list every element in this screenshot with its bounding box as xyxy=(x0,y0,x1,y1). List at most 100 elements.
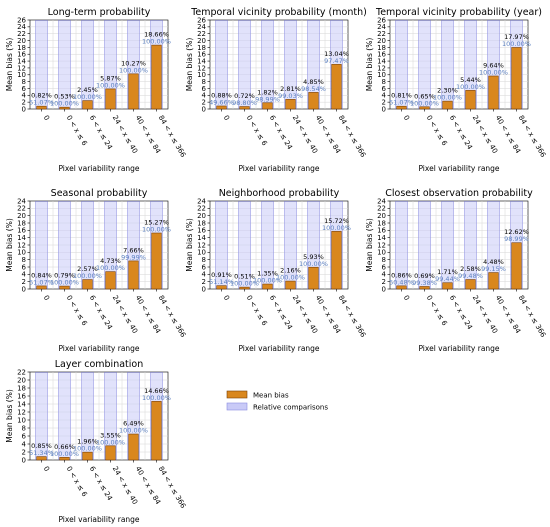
x-tick-label: 0 < x ≤ 6 xyxy=(425,294,449,328)
data-label-relative: 99.15% xyxy=(481,265,506,273)
data-label-mean-bias: 1.96% xyxy=(77,438,98,446)
data-label-mean-bias: 18.66% xyxy=(144,31,169,39)
data-label-mean-bias: 5.44% xyxy=(460,76,481,84)
bar-mean-bias xyxy=(82,451,93,461)
y-tick-label: 10 xyxy=(17,416,26,424)
y-tick-label: 2 xyxy=(22,278,26,286)
x-axis-label: Pixel variability range xyxy=(238,164,319,173)
bar-mean-bias xyxy=(151,232,162,290)
data-label-mean-bias: 13.04% xyxy=(324,50,349,58)
y-tick-label: 24 xyxy=(377,23,386,31)
y-tick-label: 6 xyxy=(202,85,207,93)
data-label-relative: 51.07% xyxy=(389,99,414,107)
y-tick-label: 0 xyxy=(382,285,386,293)
data-label-mean-bias: 2.16% xyxy=(280,267,301,275)
bar-mean-bias xyxy=(151,401,162,461)
y-tick-label: 12 xyxy=(197,64,206,72)
x-tick-label: 0 xyxy=(402,114,411,122)
y-tick-label: 20 xyxy=(197,212,206,220)
x-tick-label: 6 < x ≤ 24 xyxy=(88,465,114,502)
y-tick-label: 10 xyxy=(377,249,386,257)
data-label-relative: 49.66% xyxy=(209,98,234,106)
data-label-mean-bias: 0.69% xyxy=(414,272,435,280)
y-tick-label: 24 xyxy=(17,23,26,31)
x-tick-label: 24 < x ≤ 40 xyxy=(111,294,139,335)
y-tick-label: 24 xyxy=(17,197,26,205)
data-label-mean-bias: 0.53% xyxy=(54,93,75,101)
y-tick-label: 14 xyxy=(197,234,206,242)
data-label-relative: 100.00% xyxy=(96,81,125,89)
y-tick-label: 4 xyxy=(382,92,387,100)
bar-mean-bias xyxy=(262,283,273,290)
data-label-relative: 100.00% xyxy=(50,279,79,287)
panel-title: Closest observation probability xyxy=(385,188,533,199)
chart-panel-7: 02468101214161820220.85%51.34%00.66%100.… xyxy=(5,359,187,524)
bar-mean-bias xyxy=(151,44,162,110)
x-axis-label: Pixel variability range xyxy=(58,515,139,524)
y-tick-label: 20 xyxy=(377,212,386,220)
y-tick-label: 2 xyxy=(22,99,26,107)
bar-mean-bias xyxy=(308,266,319,290)
data-label-mean-bias: 0.66% xyxy=(54,443,75,451)
x-tick-label: 0 < x ≤ 6 xyxy=(245,294,269,328)
y-tick-label: 8 xyxy=(22,256,26,264)
y-tick-label: 16 xyxy=(17,227,26,235)
data-label-relative: 97.47% xyxy=(324,57,349,65)
y-tick-label: 14 xyxy=(377,234,386,242)
y-tick-label: 8 xyxy=(202,78,206,86)
bar-mean-bias xyxy=(285,280,296,290)
chart-panels: 024681012141618202224260.82%51.07%00.53%… xyxy=(5,7,547,524)
y-axis-label: Mean bias (%) xyxy=(5,38,14,92)
x-tick-label: 24 < x ≤ 40 xyxy=(111,114,139,155)
data-label-mean-bias: 4.85% xyxy=(303,78,324,86)
x-tick-label: 24 < x ≤ 40 xyxy=(471,114,499,155)
x-tick-label: 0 < x ≤ 6 xyxy=(65,465,89,499)
x-tick-label: 6 < x ≤ 24 xyxy=(88,114,114,151)
x-tick-label: 24 < x ≤ 40 xyxy=(111,465,139,506)
data-label-relative: 100.00% xyxy=(142,38,171,46)
data-label-mean-bias: 4.48% xyxy=(483,258,504,266)
bar-mean-bias xyxy=(488,75,499,110)
legend: Mean bias Relative comparisons xyxy=(226,390,328,412)
y-tick-label: 14 xyxy=(377,57,386,65)
panel-title: Long-term probability xyxy=(48,7,151,18)
y-tick-label: 14 xyxy=(17,57,26,65)
data-label-mean-bias: 0.51% xyxy=(234,273,255,281)
y-tick-label: 12 xyxy=(17,64,26,72)
y-tick-label: 16 xyxy=(17,392,26,400)
x-tick-label: 24 < x ≤ 40 xyxy=(291,294,319,335)
y-tick-label: 26 xyxy=(197,16,206,24)
y-tick-label: 22 xyxy=(377,205,386,213)
data-label-relative: 100.00% xyxy=(142,394,171,402)
y-tick-label: 2 xyxy=(202,99,206,107)
y-tick-label: 12 xyxy=(17,241,26,249)
data-label-relative: 51.07% xyxy=(29,278,54,286)
data-label-relative: 99.03% xyxy=(278,92,303,100)
data-label-relative: 51.34% xyxy=(29,449,54,457)
data-label-relative: 50.48% xyxy=(389,278,414,286)
bar-mean-bias xyxy=(308,92,319,110)
legend-label-relative: Relative comparisons xyxy=(253,404,328,412)
data-label-mean-bias: 7.66% xyxy=(123,246,144,254)
bar-mean-bias xyxy=(105,88,116,110)
chart-panel-2: 024681012141618202224260.88%49.66%00.72%… xyxy=(185,7,367,173)
data-label-mean-bias: 5.87% xyxy=(100,74,121,82)
y-tick-label: 18 xyxy=(377,44,386,52)
data-label-relative: 98.99% xyxy=(255,95,280,103)
data-label-mean-bias: 1.71% xyxy=(437,268,458,276)
data-label-mean-bias: 12.62% xyxy=(504,228,529,236)
bar-mean-bias xyxy=(511,242,522,290)
data-label-mean-bias: 2.30% xyxy=(437,87,458,95)
y-tick-label: 18 xyxy=(17,219,26,227)
data-label-mean-bias: 0.88% xyxy=(211,91,232,99)
y-tick-label: 0 xyxy=(22,285,26,293)
bar-mean-bias xyxy=(331,231,342,290)
data-label-relative: 100.00% xyxy=(96,264,125,272)
data-label-relative: 100.00% xyxy=(73,272,102,280)
y-tick-label: 4 xyxy=(22,271,27,279)
y-tick-label: 24 xyxy=(377,197,386,205)
data-label-mean-bias: 0.86% xyxy=(391,271,412,279)
data-label-mean-bias: 10.27% xyxy=(121,59,146,67)
x-tick-label: 84 < x ≤ 366 xyxy=(157,294,188,339)
